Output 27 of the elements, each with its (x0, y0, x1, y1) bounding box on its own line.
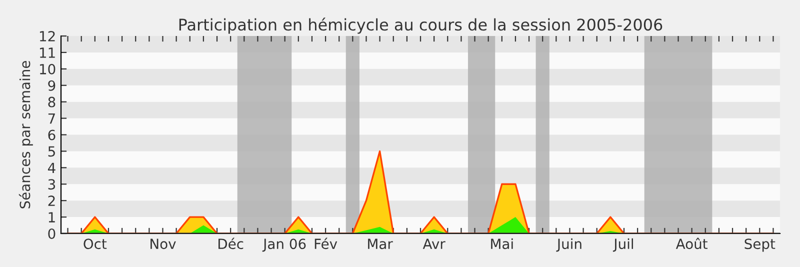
x-tick-label: Août (676, 238, 708, 250)
x-tick-label: Mai (491, 238, 513, 250)
chart-title: Participation en hémicycle au cours de la session 2005-2006 (179, 18, 662, 34)
y-tick-label: 11 (40, 48, 55, 58)
x-tick-label: Oct (84, 238, 107, 250)
y-tick-label: 6 (48, 130, 56, 140)
x-tick-label: Déc (218, 238, 244, 250)
y-tick-label: 7 (48, 113, 55, 124)
x-tick-label: Juil (612, 238, 633, 252)
x-tick-label: Avr (422, 238, 446, 249)
y-tick-label: 9 (48, 80, 56, 91)
x-tick-label: Mar (368, 238, 393, 250)
y-tick-label: 10 (40, 64, 56, 74)
y-tick-label: 4 (48, 162, 56, 173)
y-tick-label: 12 (40, 30, 55, 42)
y-tick-label: 1 (48, 212, 55, 222)
x-tick-label: Juin (556, 238, 582, 252)
x-tick-label: Sept (744, 238, 776, 252)
y-tick-label: 2 (48, 196, 55, 206)
y-tick-label: 0 (48, 228, 56, 239)
x-tick-label: Jan 06 (262, 238, 306, 252)
y-axis-title: Séances par semaine (18, 60, 33, 208)
x-tick-label: Fév (314, 238, 338, 250)
x-tick-label: Nov (150, 238, 176, 250)
y-tick-label: 5 (48, 146, 55, 157)
y-tick-label: 3 (48, 179, 56, 190)
y-tick-label: 8 (48, 96, 56, 108)
